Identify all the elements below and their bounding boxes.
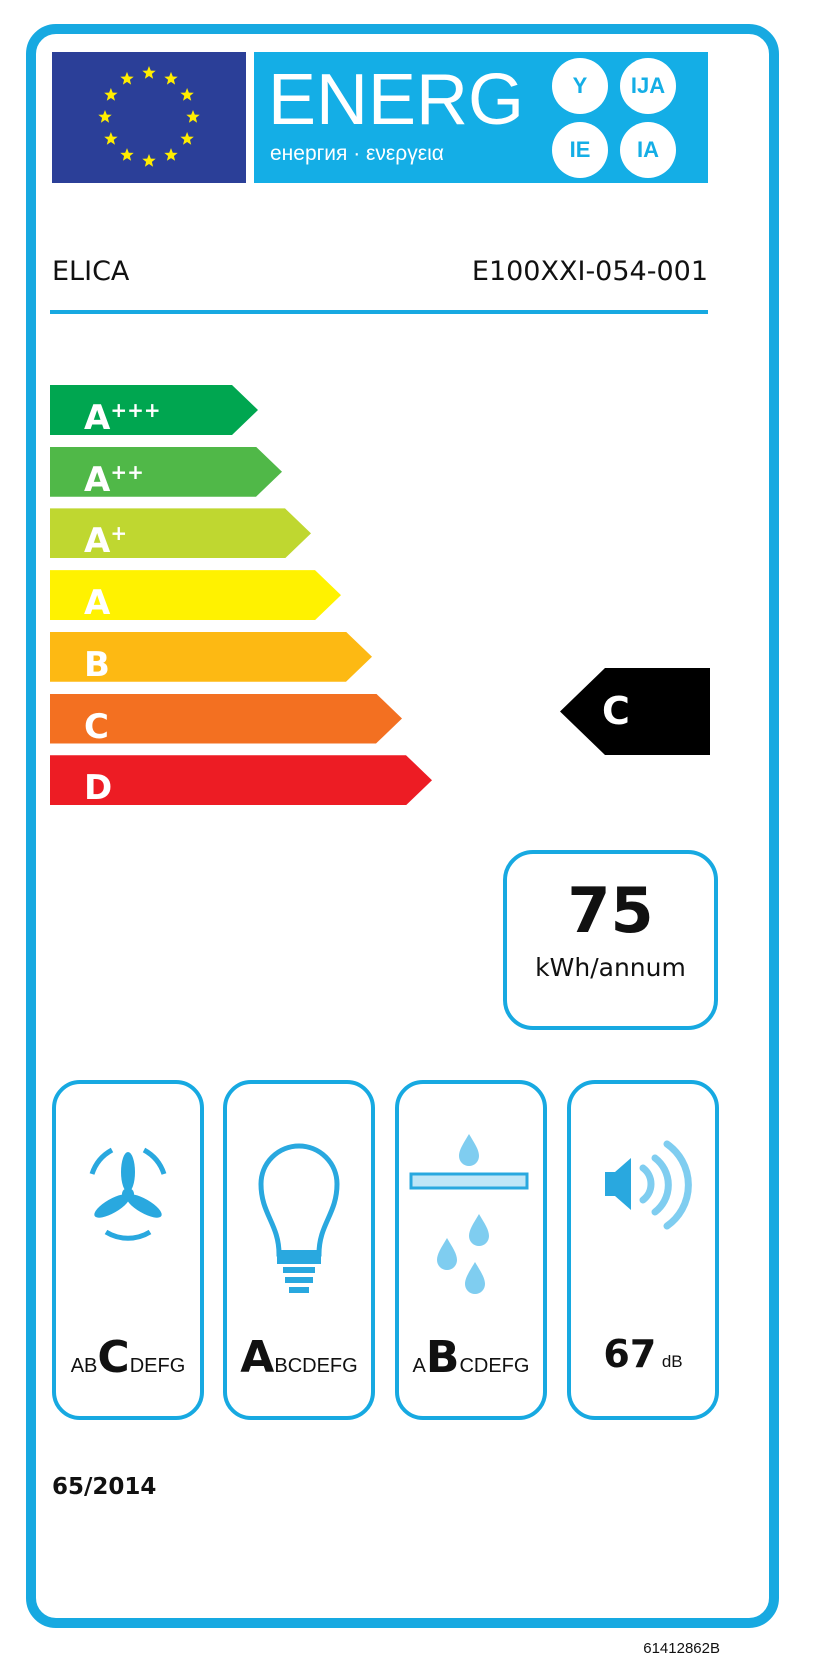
efficiency-bar-4: B xyxy=(50,631,372,682)
consumption-unit: kWh/annum xyxy=(535,953,686,982)
supplier-name: ELICA xyxy=(52,256,130,287)
efficiency-bar-5: C xyxy=(50,693,402,744)
energy-header: ENERG енергия · ενεργεια Y IJA IE IA xyxy=(254,52,708,183)
star-icon xyxy=(104,88,118,101)
label-code: 61412862B xyxy=(643,1640,720,1657)
efficiency-bar-6: D xyxy=(50,755,432,806)
consumption-box: 75 kWh/annum xyxy=(503,850,718,1030)
consumption-value: 75 xyxy=(567,874,654,947)
efficiency-bar-1: A++ xyxy=(50,446,282,497)
star-icon xyxy=(104,132,118,145)
grease-class: ABCDEFG xyxy=(412,1332,530,1383)
star-icon xyxy=(98,110,112,123)
energy-subtitle: енергия · ενεργεια xyxy=(270,142,444,165)
efficiency-bar-2: A+ xyxy=(50,508,311,559)
label-frame xyxy=(26,24,779,1628)
star-icon xyxy=(164,148,178,161)
star-icon xyxy=(180,88,194,101)
eu-flag xyxy=(52,52,246,183)
grease-box: ABCDEFG xyxy=(395,1080,547,1420)
suffix-ie: IE xyxy=(552,122,608,178)
grease-filter-icon xyxy=(409,1134,529,1294)
noise-level: 67 dB xyxy=(603,1332,683,1376)
efficiency-bar-3: A xyxy=(50,570,341,621)
model-id: E100XXI-054-001 xyxy=(471,256,708,287)
star-icon xyxy=(142,154,156,167)
efficiency-bar-0: A+++ xyxy=(50,385,258,435)
star-icon xyxy=(120,71,134,85)
fluid-dynamic-box: ABCDEFG xyxy=(52,1080,204,1420)
divider xyxy=(50,310,708,314)
suffix-ija: IJA xyxy=(620,58,676,114)
energy-title: ENERG xyxy=(268,60,525,140)
star-icon xyxy=(164,71,178,85)
star-icon xyxy=(120,148,134,161)
noise-box: 67 dB xyxy=(567,1080,719,1420)
lightbulb-icon xyxy=(258,1143,340,1293)
star-icon xyxy=(142,66,156,79)
regulation-number: 65/2014 xyxy=(52,1474,157,1500)
suffix-y: Y xyxy=(552,58,608,114)
suffix-ia: IA xyxy=(620,122,676,178)
star-icon xyxy=(186,110,200,123)
fan-icon xyxy=(89,1147,167,1241)
lighting-box: ABCDEFG xyxy=(223,1080,375,1420)
rating-letter: C xyxy=(602,689,630,733)
speaker-icon xyxy=(605,1140,692,1230)
fluid-dynamic-class: ABCDEFG xyxy=(70,1332,186,1383)
lighting-class: ABCDEFG xyxy=(240,1332,358,1383)
star-icon xyxy=(180,132,194,145)
